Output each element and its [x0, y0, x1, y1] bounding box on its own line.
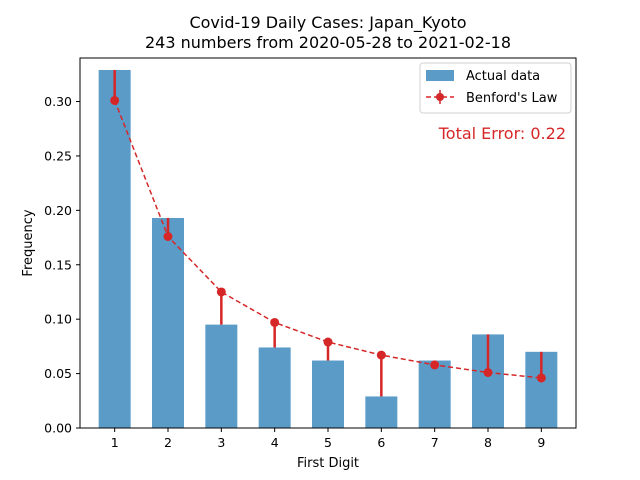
benford-point-3 — [216, 287, 226, 297]
benford-point-9 — [536, 373, 546, 383]
legend-bar-swatch — [426, 70, 454, 81]
y-tick-label-0.10: 0.10 — [44, 312, 72, 327]
y-tick-label-0.25: 0.25 — [44, 148, 72, 163]
legend-label-actual: Actual data — [466, 69, 540, 84]
benford-line — [113, 100, 542, 379]
x-tick-label-6: 6 — [377, 435, 385, 450]
bar-digit-6 — [365, 396, 398, 428]
benford-point-7 — [430, 360, 440, 370]
legend-box — [419, 62, 572, 114]
bar-digit-4 — [258, 347, 291, 428]
x-axis-label: First Digit — [297, 456, 359, 471]
bar-digit-5 — [312, 360, 344, 428]
legend-marker-swatch — [436, 93, 444, 101]
y-tick-label-0.05: 0.05 — [44, 366, 72, 381]
x-tick-label-5: 5 — [324, 435, 332, 450]
y-tick-label-0.00: 0.00 — [44, 421, 72, 436]
chart-subtitle: 243 numbers from 2020-05-28 to 2021-02-1… — [145, 33, 511, 52]
benford-point-1 — [110, 95, 120, 105]
x-tick-label-8: 8 — [484, 435, 492, 450]
legend: Actual data Benford's Law — [419, 62, 572, 114]
axes-frame — [79, 57, 577, 429]
bar-digit-3 — [205, 324, 238, 428]
x-tick-label-3: 3 — [217, 435, 225, 450]
y-tick-label-0.15: 0.15 — [44, 257, 72, 272]
x-tick-label-7: 7 — [431, 435, 439, 450]
y-axis-label: Frequency — [21, 209, 36, 276]
chart-title: Covid-19 Daily Cases: Japan_Kyoto — [189, 13, 466, 33]
x-tick-label-1: 1 — [111, 435, 119, 450]
total-error-annotation: Total Error: 0.22 — [438, 124, 566, 143]
plot-area: 1 2 3 4 5 6 7 8 9 0.00 0.05 0.10 0.15 0.20 0.25 0.30 — [44, 69, 558, 450]
benford-point-5 — [323, 337, 333, 347]
x-tick-label-9: 9 — [537, 435, 545, 450]
bar-digit-2 — [152, 217, 184, 428]
x-tick-label-4: 4 — [271, 435, 279, 450]
y-tick-label-0.30: 0.30 — [44, 94, 72, 109]
x-tick-label-2: 2 — [164, 435, 172, 450]
benford-point-8 — [483, 368, 493, 377]
benford-point-2 — [163, 231, 173, 241]
benford-point-6 — [376, 350, 386, 360]
bar-digit-1 — [98, 69, 131, 429]
legend-label-benford: Benford's Law — [466, 91, 558, 106]
y-tick-label-0.20: 0.20 — [44, 203, 72, 218]
benford-point-4 — [270, 317, 280, 327]
bar-digit-7 — [418, 360, 451, 428]
